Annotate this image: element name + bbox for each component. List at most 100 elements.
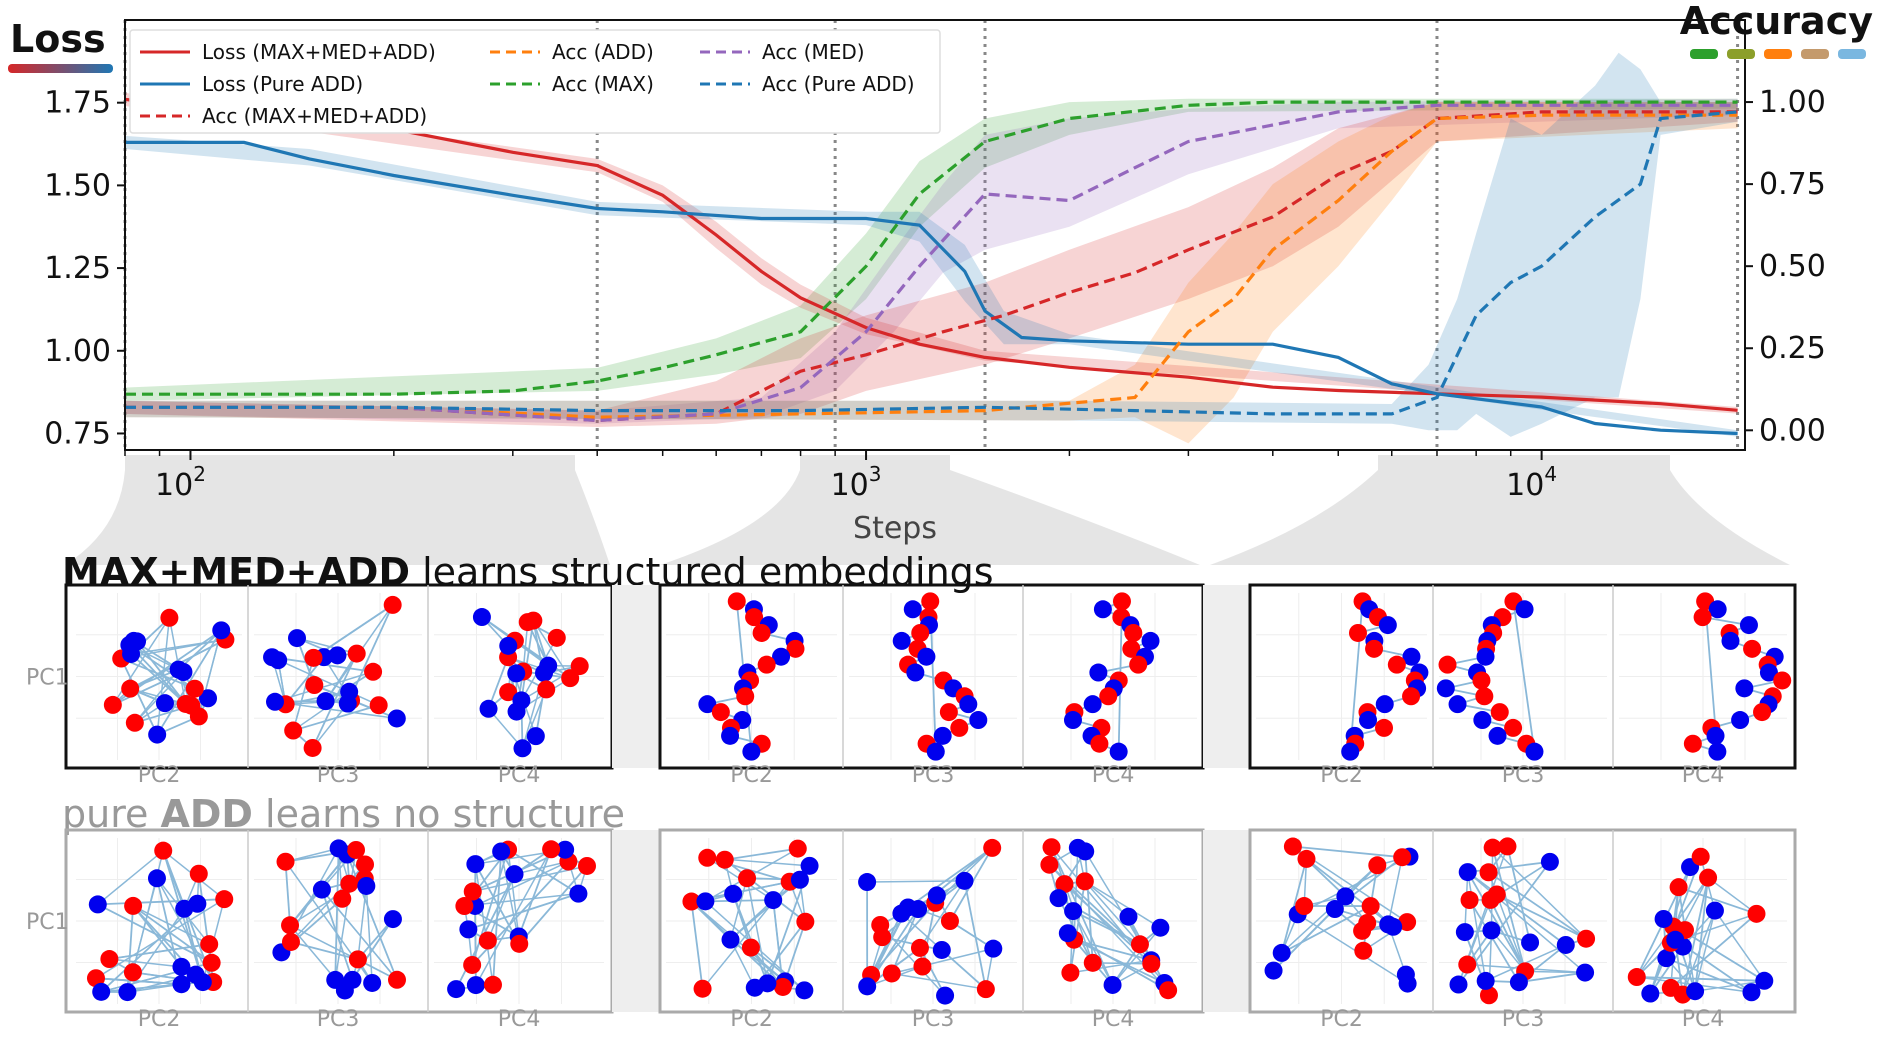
embedding-point (281, 932, 300, 951)
embedding-point (1735, 679, 1754, 698)
embedding-point (1295, 897, 1314, 916)
embedding-edge (907, 847, 993, 909)
embedding-point (1124, 623, 1143, 642)
series-line-5 (125, 103, 1738, 423)
embedding-edge (468, 892, 579, 931)
series-line-1 (125, 140, 1738, 436)
embedding-point (1398, 913, 1417, 932)
embedding-point (698, 848, 717, 867)
embedding-point (88, 895, 107, 914)
embedding-point (1119, 907, 1138, 926)
row2-gap-1 (612, 830, 660, 1012)
embedding-point (122, 644, 141, 663)
embedding-edge (1073, 938, 1165, 984)
embedding-point (742, 742, 761, 761)
embedding-edge (1466, 871, 1526, 972)
embedding-point (335, 981, 354, 1000)
embedding-point (682, 892, 701, 911)
embedding-point (356, 855, 375, 874)
embedding-point (185, 679, 204, 698)
embedding-point (1458, 863, 1477, 882)
embedding-edge (134, 669, 180, 724)
embedding-point (513, 739, 532, 758)
embedding-point (556, 840, 575, 859)
x-tick-exponent-1: 3 (869, 462, 882, 486)
legend-box (129, 29, 941, 134)
embedding-point (1458, 955, 1477, 974)
embedding-point (1473, 711, 1492, 730)
embedding-point (202, 953, 221, 972)
embedding-point (387, 709, 406, 728)
embedding-point (933, 726, 952, 745)
embedding-point (1393, 848, 1412, 867)
embedding-edge (1682, 910, 1716, 995)
embedding-edge (1072, 910, 1114, 986)
embedding-point (1705, 901, 1724, 920)
embedding-point (950, 718, 969, 737)
embedding-edge (109, 958, 182, 968)
embedding-point (727, 592, 746, 611)
embedding-point (542, 840, 561, 859)
left-tick-label-2: 1.25 (44, 251, 111, 286)
legend-label-1: Loss (Pure ADD) (202, 72, 363, 96)
embedding-point (1487, 885, 1506, 904)
panel-x-label-5: PC4 (1092, 763, 1135, 788)
embedding-edge (109, 943, 210, 960)
legend-label-6: Acc (Pure ADD) (762, 72, 915, 96)
embedding-point (721, 930, 740, 949)
embedding-point (86, 969, 105, 988)
embedding-point (281, 916, 300, 935)
embedding-point (303, 738, 322, 757)
embedding-edge (891, 972, 986, 990)
embedding-point (547, 628, 566, 647)
embedding-point (369, 696, 388, 715)
row2-y-label: PC1 (26, 910, 69, 935)
embedding-edge (690, 900, 732, 941)
embedding-edge (1512, 601, 1536, 752)
embedding-point (1130, 935, 1149, 954)
embedding-point (1398, 974, 1417, 993)
embedding-point (172, 957, 191, 976)
embedding-point (1699, 868, 1718, 887)
embedding-point (472, 608, 491, 627)
embedding-point (1122, 639, 1141, 658)
embedding-point (160, 608, 179, 627)
embedding-point (926, 742, 945, 761)
embedding-point (455, 897, 474, 916)
embedding-point (969, 711, 988, 730)
embedding-point (795, 981, 814, 1000)
embedding-point (939, 703, 958, 722)
embedding-edge (732, 893, 769, 984)
embedding-point (1341, 742, 1360, 761)
row1-title-bold: MAX+MED+ADD (62, 550, 410, 594)
embedding-point (1759, 663, 1778, 682)
row2-gap-2 (1203, 830, 1250, 1012)
embedding-point (741, 938, 760, 957)
embedding-edge (1636, 976, 1765, 982)
connector-2 (660, 455, 1200, 565)
row1-frame-c (1248, 583, 1797, 770)
left-tick-label-0: 0.75 (44, 416, 111, 451)
embedding-edge (474, 860, 569, 907)
embedding-edge (284, 861, 291, 926)
embedding-point (911, 623, 930, 642)
embedding-point (1556, 935, 1575, 954)
embedding-point (1272, 943, 1291, 962)
embedding-edge (1111, 927, 1161, 986)
embedding-point (1129, 655, 1148, 674)
embedding-edge (963, 880, 987, 990)
embedding-point (984, 939, 1003, 958)
embedding-point (757, 655, 776, 674)
connector-1 (65, 455, 610, 565)
embedding-edge (520, 620, 535, 701)
embedding-point (512, 691, 531, 710)
embedding-point (1075, 872, 1094, 891)
embedding-point (892, 904, 911, 923)
embedding-point (1482, 921, 1501, 940)
embedding-point (329, 839, 348, 858)
embedding-point (1773, 671, 1792, 690)
embedding-edge (132, 905, 213, 964)
embedding-point (1708, 600, 1727, 619)
embedding-point (478, 931, 497, 950)
